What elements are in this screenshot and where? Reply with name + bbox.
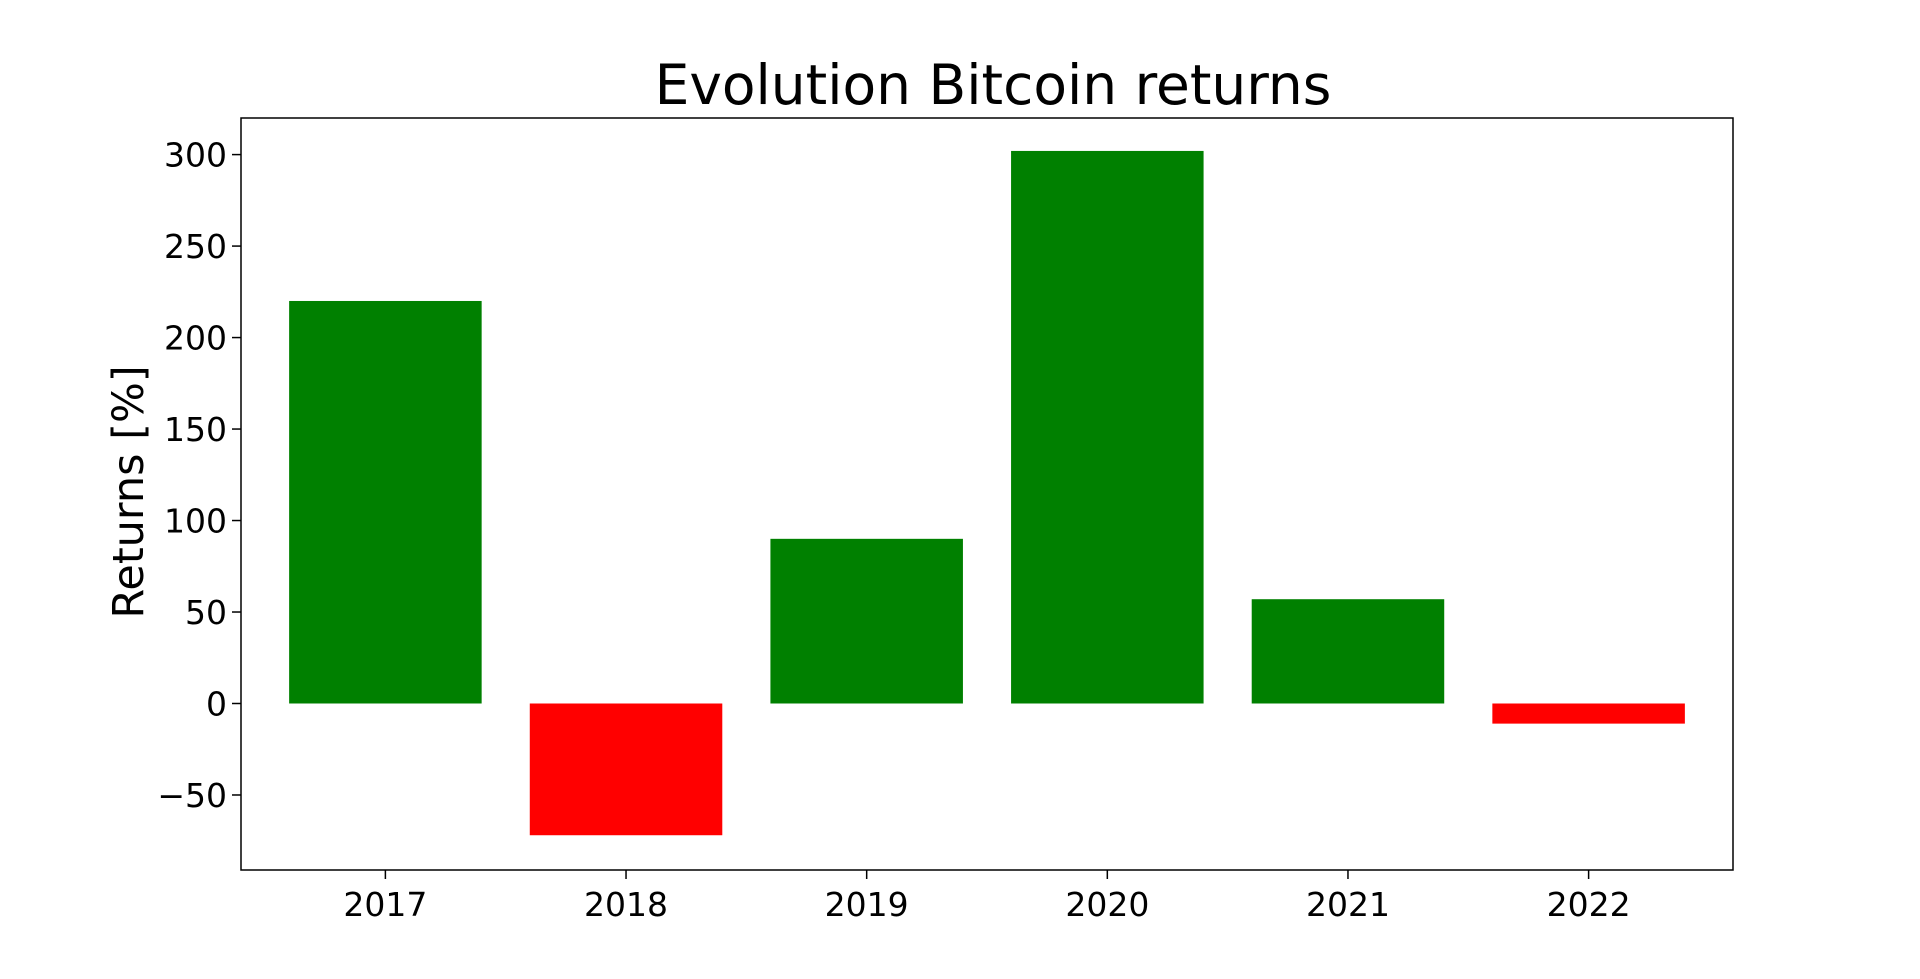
y-axis: −50 0 50 100 150 200 250 300 — [157, 136, 241, 815]
y-tick-label: −50 — [157, 776, 227, 815]
y-axis-label: Returns [%] — [104, 365, 154, 618]
x-axis: 2017 2018 2019 2020 2021 2022 — [343, 870, 1631, 924]
x-tick-label: 2019 — [825, 885, 909, 924]
y-tick-label: 150 — [164, 410, 227, 449]
chart-title: Evolution Bitcoin returns — [655, 53, 1332, 117]
y-tick-label: 300 — [164, 136, 227, 175]
y-tick-label: 50 — [185, 593, 227, 632]
bar-2018 — [529, 703, 723, 836]
x-tick-label: 2022 — [1547, 885, 1631, 924]
bar-2019 — [770, 538, 963, 704]
bar-2017 — [289, 300, 482, 704]
bar-2022 — [1492, 703, 1685, 724]
y-tick-label: 200 — [164, 319, 227, 358]
y-tick-label: 100 — [164, 502, 227, 541]
bar-2020 — [1011, 150, 1204, 704]
x-tick-label: 2018 — [584, 885, 668, 924]
x-tick-label: 2020 — [1065, 885, 1149, 924]
bar-2021 — [1251, 599, 1445, 704]
y-tick-label: 0 — [206, 684, 227, 723]
x-tick-label: 2017 — [343, 885, 427, 924]
plot-frame — [240, 117, 1734, 871]
x-tick-label: 2021 — [1306, 885, 1390, 924]
y-tick-label: 250 — [164, 227, 227, 266]
bars-group — [289, 150, 1685, 836]
